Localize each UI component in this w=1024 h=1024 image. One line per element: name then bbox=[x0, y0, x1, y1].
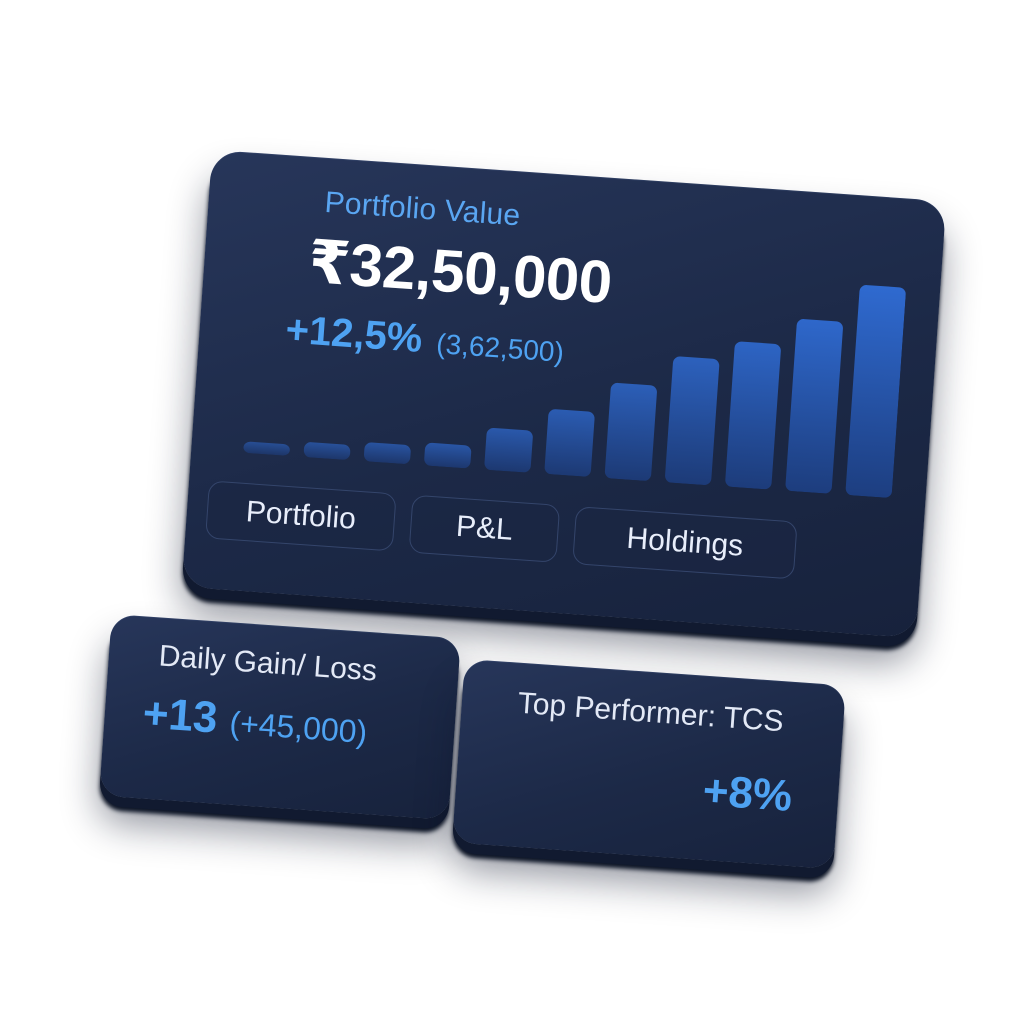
chart-bar bbox=[484, 427, 533, 473]
chart-bar bbox=[665, 356, 720, 485]
top-performer-label: Top Performer: TCS bbox=[516, 686, 785, 739]
chart-bar bbox=[845, 285, 906, 498]
tab-holdings[interactable]: Holdings bbox=[572, 506, 798, 580]
portfolio-change-amount: (3,62,500) bbox=[435, 328, 565, 368]
chart-bar bbox=[604, 382, 657, 481]
daily-gain-loss-label: Daily Gain/ Loss bbox=[157, 639, 379, 688]
chart-bar bbox=[725, 341, 781, 490]
chart-bar bbox=[785, 319, 843, 494]
top-performer-card: Top Performer: TCS +8% bbox=[452, 658, 846, 870]
top-performer-value: +8% bbox=[701, 765, 794, 822]
chart-bar bbox=[243, 441, 290, 456]
tab-portfolio[interactable]: Portfolio bbox=[205, 480, 397, 552]
daily-gain-value: +13 bbox=[141, 688, 220, 743]
daily-gain-loss-card: Daily Gain/ Loss +13 (+45,000) bbox=[99, 614, 461, 820]
chart-bar bbox=[424, 442, 472, 469]
chart-bar bbox=[303, 442, 351, 460]
chart-bar bbox=[363, 442, 411, 464]
daily-gain-detail: (+45,000) bbox=[228, 704, 369, 751]
portfolio-bar-chart bbox=[243, 285, 906, 498]
portfolio-change-percent: +12,5% bbox=[284, 307, 424, 361]
tab-pl[interactable]: P&L bbox=[408, 494, 561, 563]
daily-gain-loss-value: +13 (+45,000) bbox=[141, 688, 369, 754]
portfolio-card: Portfolio Value ₹32,50,000 +12,5% (3,62,… bbox=[181, 149, 947, 639]
chart-bar bbox=[544, 409, 595, 477]
portfolio-value-label: Portfolio Value bbox=[323, 185, 522, 233]
